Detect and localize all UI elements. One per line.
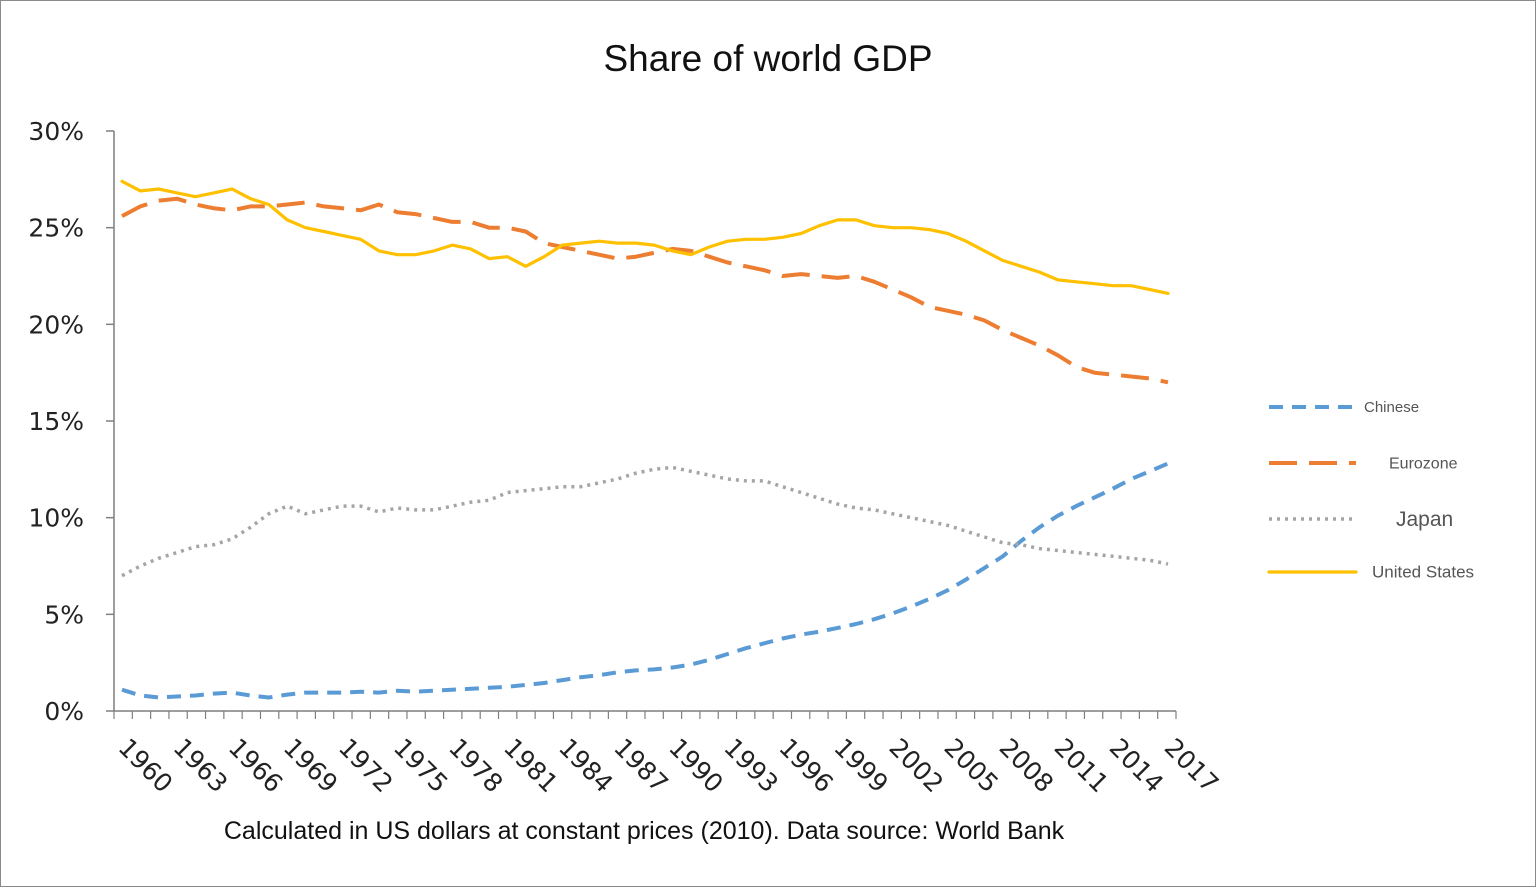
y-axis-ticks: 0% 5% 10% 15% 20% 25% 30%	[28, 117, 114, 726]
legend-label-japan: Japan	[1396, 508, 1453, 531]
x-tick-label: 2017	[1159, 733, 1224, 798]
series-line-eurozone	[121, 196, 1169, 385]
y-tick-label: 5%	[44, 600, 84, 629]
series-lines	[120, 179, 1170, 700]
legend-label-eurozone: Eurozone	[1389, 455, 1458, 472]
x-tick-label: 1978	[443, 733, 508, 798]
x-tick-label: 1987	[608, 733, 673, 798]
y-tick-label: 20%	[28, 310, 84, 339]
series-line-japan	[121, 465, 1169, 578]
x-tick-label: 1996	[773, 733, 838, 798]
x-tick-label: 2008	[994, 733, 1059, 798]
x-tick-label: 1981	[498, 733, 563, 798]
chart-title: Share of world GDP	[603, 38, 932, 79]
legend-label-chinese: Chinese	[1364, 399, 1419, 416]
x-tick-label: 1984	[553, 733, 618, 798]
x-tick-label: 1993	[718, 733, 783, 798]
legend: Chinese Eurozone Japan United States	[1267, 399, 1474, 582]
y-tick-label: 30%	[28, 117, 84, 146]
y-tick-label: 25%	[28, 214, 84, 243]
y-tick-label: 0%	[44, 697, 84, 726]
y-tick-label: 10%	[28, 504, 84, 533]
y-tick-label: 15%	[28, 407, 84, 436]
x-tick-label: 1972	[333, 733, 398, 798]
x-tick-label: 2005	[939, 733, 1004, 798]
chart-caption: Calculated in US dollars at constant pri…	[224, 817, 1065, 845]
x-tick-label: 1960	[113, 733, 178, 798]
legend-label-united-states: United States	[1372, 563, 1474, 582]
series-line-chinese	[121, 461, 1169, 700]
x-tick-label: 1969	[278, 733, 343, 798]
x-axis-ticks: 1960196319661969197219751978198119841987…	[113, 711, 1224, 798]
x-tick-label: 1975	[388, 733, 453, 798]
x-tick-label: 1999	[828, 733, 893, 798]
x-tick-label: 2014	[1104, 733, 1169, 798]
x-tick-label: 2011	[1049, 733, 1114, 798]
series-line-united-states	[120, 179, 1170, 295]
x-tick-label: 1966	[223, 733, 288, 798]
x-tick-label: 1963	[168, 733, 233, 798]
x-tick-label: 1990	[663, 733, 728, 798]
x-tick-label: 2002	[883, 733, 948, 798]
axes	[113, 131, 1176, 712]
